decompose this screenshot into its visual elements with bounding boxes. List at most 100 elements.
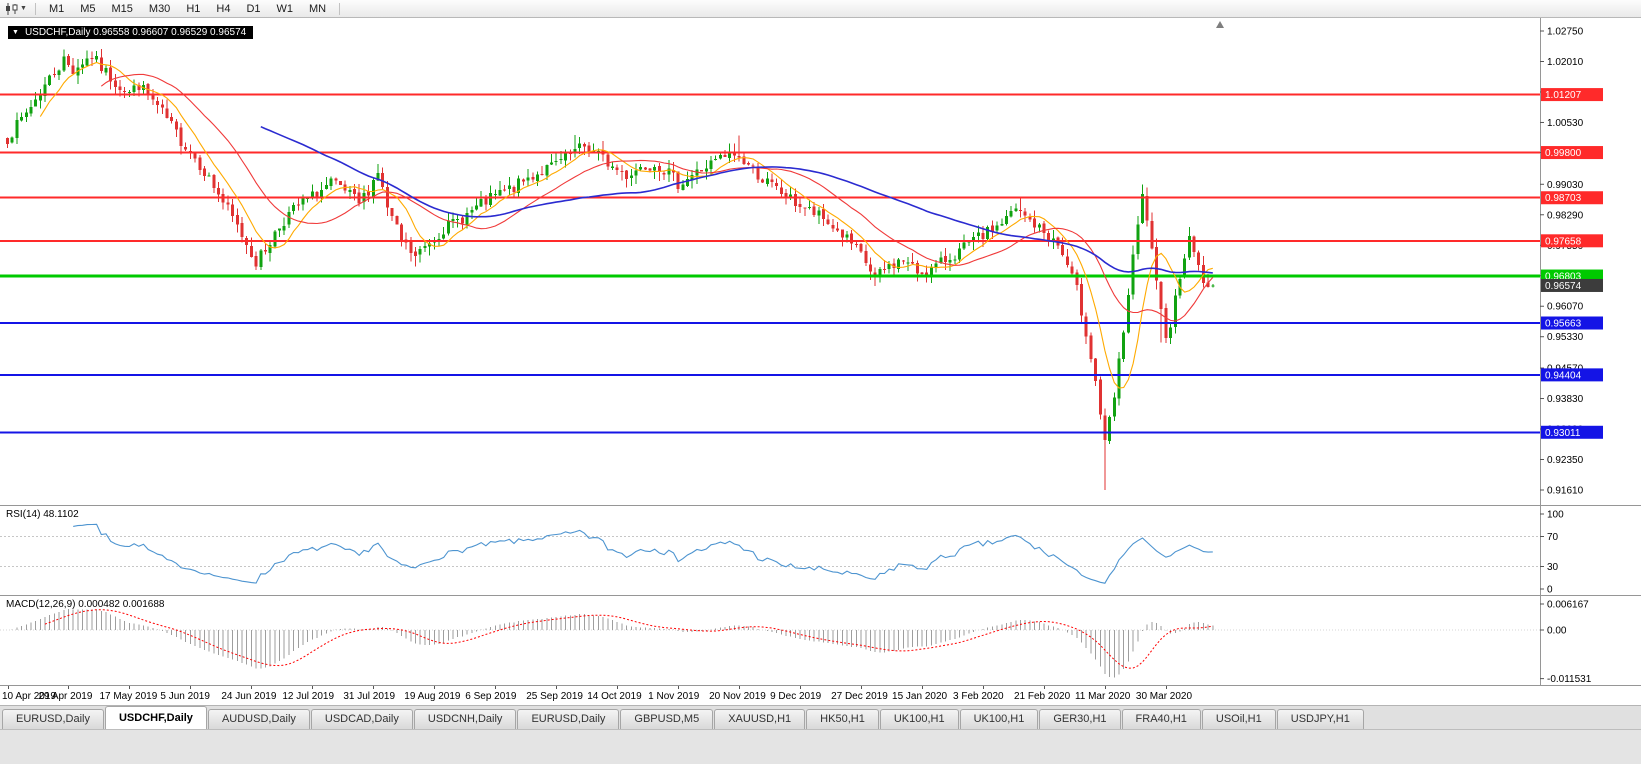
timeframe-button-mn[interactable]: MN	[309, 2, 327, 15]
chart-tab-eurusd-daily[interactable]: EURUSD,Daily	[2, 709, 104, 729]
moving-average-21-line	[100, 73, 1214, 322]
svg-text:70: 70	[1547, 532, 1559, 543]
macd-panel[interactable]: 0.006167 0.00 -0.011531 MACD(12,26,9) 0.00…	[0, 596, 1641, 686]
chart-tab-hk50-h1[interactable]: HK50,H1	[806, 709, 879, 729]
chart-type-icon[interactable]	[5, 2, 19, 15]
timeframe-button-d1[interactable]: D1	[246, 2, 261, 15]
timeframe-button-h4[interactable]: H4	[216, 2, 231, 15]
window-background	[0, 730, 1641, 764]
time-axis-label: 6 Sep 2019	[465, 691, 517, 702]
chart-tab-usoil-h1[interactable]: USOil,H1	[1201, 709, 1276, 729]
chart-type-dropdown-icon[interactable]: ▼	[20, 5, 27, 12]
svg-text:0.92350: 0.92350	[1547, 455, 1584, 466]
time-axis-tick	[556, 686, 558, 689]
chart-tab-ger30-h1[interactable]: GER30,H1	[1039, 709, 1121, 729]
time-axis-tick	[983, 686, 984, 689]
chart-tabs-bar: EURUSD,Daily USDCHF,Daily AUDUSD,Daily USDC…	[0, 706, 1641, 730]
main-chart-panel[interactable]: 1.027501.020101.012701.005300.998000.990…	[0, 18, 1641, 506]
chart-tab-usdcad-daily[interactable]: USDCAD,Daily	[310, 709, 413, 729]
time-axis-label: 1 Nov 2019	[648, 691, 700, 702]
chart-tab-uk100-h1[interactable]: UK100,H1	[959, 709, 1039, 729]
timeframe-button-m1[interactable]: M1	[48, 2, 65, 15]
svg-text:0: 0	[1547, 585, 1553, 596]
timeframe-button-h1[interactable]: H1	[186, 2, 201, 15]
svg-text:1.00530: 1.00530	[1547, 118, 1584, 129]
time-axis-label: 17 May 2019	[99, 691, 158, 702]
chart-tab-audusd-daily[interactable]: AUDUSD,Daily	[207, 709, 310, 729]
svg-text:1.01207: 1.01207	[1545, 90, 1582, 101]
time-axis-label: 11 Mar 2020	[1074, 691, 1131, 702]
timeframe-button-m5[interactable]: M5	[80, 2, 96, 15]
svg-text:0.98703: 0.98703	[1545, 193, 1582, 204]
time-axis-tick	[68, 686, 70, 689]
timeframe-button-w1[interactable]: W1	[276, 2, 294, 15]
timeframe-button-m15[interactable]: M15	[111, 2, 133, 15]
rsi-line	[73, 523, 1213, 584]
toolbar: ▼ M1 M5 M15 M30 H1 H4 D1 W1 MN	[0, 0, 1641, 18]
time-axis-label: 9 Dec 2019	[770, 691, 822, 702]
chart-tab-usdchf-daily[interactable]: USDCHF,Daily	[104, 706, 207, 729]
svg-text:0.91610: 0.91610	[1547, 486, 1584, 497]
time-axis-label: 5 Jun 2019	[160, 691, 210, 702]
timeframe-button-m30[interactable]: M30	[148, 2, 171, 15]
svg-text:0.00: 0.00	[1547, 626, 1567, 637]
time-axis-tick	[800, 686, 802, 689]
price-line-badge-0.98703: 0.98703	[1541, 191, 1603, 205]
time-axis-tick	[373, 686, 375, 689]
moving-average-55-line	[260, 125, 1213, 274]
time-axis-tick	[495, 686, 497, 689]
time-axis-label: 19 Aug 2019	[404, 691, 461, 702]
time-axis-tick	[129, 686, 131, 689]
time-axis-label: 27 Dec 2019	[831, 691, 888, 702]
time-axis-label: 25 Sep 2019	[526, 691, 583, 702]
chart-tab-fra40-h1[interactable]: FRA40,H1	[1121, 709, 1201, 729]
time-axis-label: 20 Nov 2019	[709, 691, 766, 702]
time-axis-label: 3 Feb 2020	[953, 691, 1004, 702]
time-axis-label: 24 Jun 2019	[221, 691, 277, 702]
time-axis-label: 21 Feb 2020	[1013, 691, 1071, 702]
time-axis-label: 12 Jul 2019	[282, 691, 335, 702]
rsi-label: RSI(14) 48.1102	[6, 509, 79, 520]
symbol-dropdown-icon[interactable]: ▼	[12, 29, 19, 36]
svg-text:0.96803: 0.96803	[1545, 272, 1582, 283]
time-axis-tick	[922, 686, 924, 689]
rsi-panel[interactable]: 100 70 30 0 RSI(14) 48.1102	[0, 506, 1641, 596]
time-axis-tick	[1043, 686, 1045, 689]
macd-canvas[interactable]: 0.006167 0.00 -0.011531	[0, 596, 1641, 685]
price-line-badge-0.93011: 0.93011	[1541, 425, 1603, 439]
moving-average-8-line	[39, 61, 1213, 389]
svg-text:1.02010: 1.02010	[1547, 57, 1584, 68]
time-axis[interactable]: 10 Apr 2019 29 Apr 2019 17 May 2019 5 Jun 2…	[0, 686, 1641, 706]
svg-text:0.99030: 0.99030	[1547, 180, 1584, 191]
chart-tab-xauusd-h1[interactable]: XAUUSD,H1	[714, 709, 806, 729]
time-axis-label: 31 Jul 2019	[343, 691, 396, 702]
time-axis-tick	[1104, 686, 1106, 689]
chart-tab-gbpusd-m5[interactable]: GBPUSD,M5	[620, 709, 714, 729]
main-chart-canvas[interactable]: 1.027501.020101.012701.005300.998000.990…	[0, 18, 1641, 505]
macd-histogram	[11, 609, 1214, 678]
svg-text:0.97658: 0.97658	[1545, 236, 1582, 247]
chart-tab-usdjpy-h1[interactable]: USDJPY,H1	[1276, 709, 1364, 729]
svg-text:-0.011531: -0.011531	[1547, 674, 1592, 685]
time-axis-tick	[739, 686, 741, 689]
chart-title-badge: ▼ USDCHF,Daily 0.96558 0.96607 0.96529 0…	[8, 26, 254, 39]
svg-text:100: 100	[1547, 510, 1564, 521]
rsi-canvas[interactable]: 100 70 30 0	[0, 506, 1641, 595]
svg-text:0.96574: 0.96574	[1545, 281, 1582, 292]
time-axis-tick	[434, 686, 436, 689]
candlestick-series	[6, 49, 1215, 490]
chart-tab-usdcnh-daily[interactable]: USDCNH,Daily	[413, 709, 517, 729]
time-axis-tick	[190, 686, 192, 689]
chart-tab-eurusd-daily[interactable]: EURUSD,Daily	[517, 709, 620, 729]
timeframe-buttons: M1 M5 M15 M30 H1 H4 D1 W1 MN	[41, 1, 334, 17]
time-axis-label: 29 Apr 2019	[38, 691, 93, 702]
time-axis-tick	[1165, 686, 1167, 689]
svg-text:0.95330: 0.95330	[1547, 332, 1584, 343]
svg-text:1.02750: 1.02750	[1547, 27, 1584, 38]
time-axis-label: 15 Jan 2020	[892, 691, 948, 702]
chart-shift-marker-icon[interactable]	[1216, 21, 1224, 28]
time-axis-tick	[617, 686, 619, 689]
chart-tab-uk100-h1[interactable]: UK100,H1	[879, 709, 959, 729]
price-line-badge-1.01207: 1.01207	[1541, 88, 1603, 102]
chart-title: USDCHF,Daily 0.96558 0.96607 0.96529 0.9…	[24, 27, 247, 38]
